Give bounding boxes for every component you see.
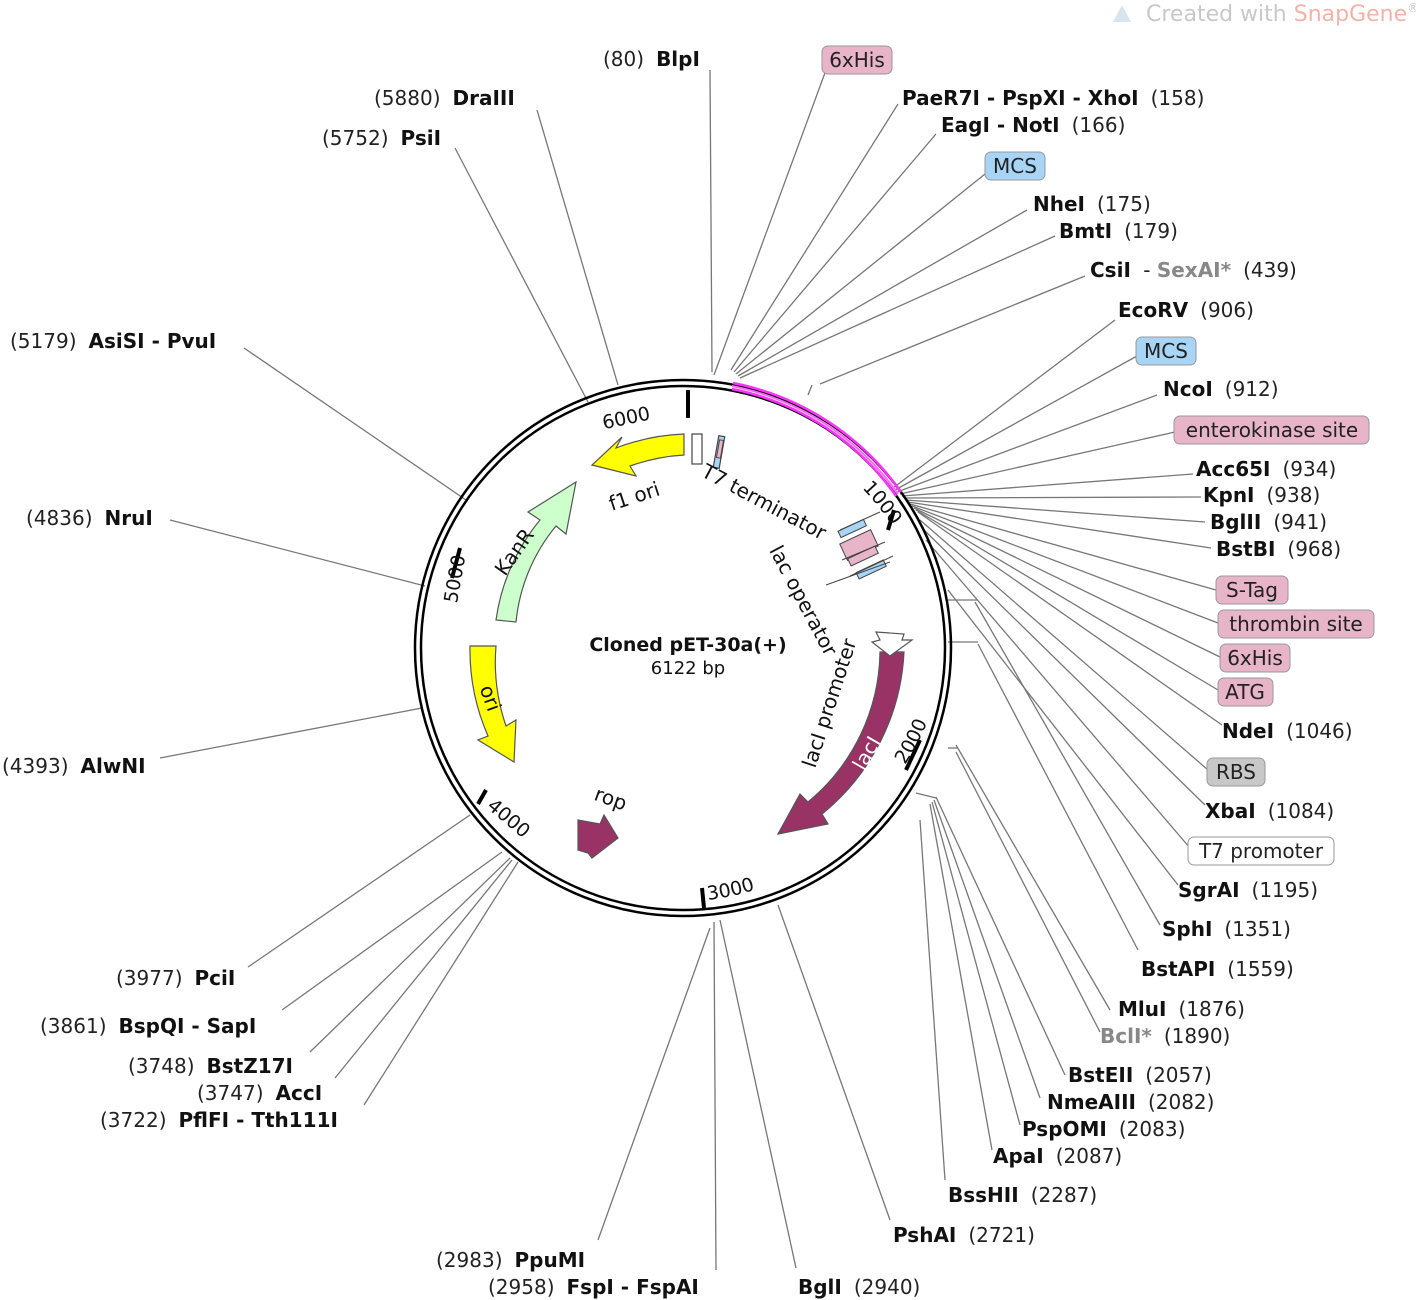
site-label[interactable]: PspOMI (2083): [1022, 1117, 1185, 1141]
box-6xhis-top[interactable]: 6xHis: [821, 45, 893, 75]
site-label[interactable]: (5179) AsiSI - PvuI: [10, 329, 216, 353]
t7-terminator-mark: [691, 433, 703, 465]
box-6xhis-right[interactable]: 6xHis: [1219, 643, 1291, 673]
site-label[interactable]: ApaI (2087): [993, 1144, 1122, 1168]
site-label[interactable]: (3747) AccI: [197, 1081, 322, 1105]
site-label[interactable]: (5752) PsiI: [322, 126, 441, 150]
site-label[interactable]: BstAPI (1559): [1141, 957, 1294, 981]
site-label[interactable]: (3748) BstZ17I: [128, 1054, 293, 1078]
site-label[interactable]: (80) BlpI: [603, 47, 700, 71]
site-label[interactable]: PshAI (2721): [893, 1223, 1035, 1247]
svg-text:Created with SnapGene®: Created with SnapGene®: [1146, 1, 1416, 27]
box-enterokinase[interactable]: enterokinase site: [1173, 415, 1370, 445]
site-label[interactable]: NcoI (912): [1163, 377, 1279, 401]
kanr-arrow: [495, 480, 577, 623]
svg-text:S-Tag: S-Tag: [1226, 578, 1278, 602]
site-label[interactable]: (3977) PciI: [116, 966, 235, 990]
site-label[interactable]: (3722) PflFI - Tth111I: [100, 1108, 338, 1132]
site-labels: (80) BlpI (5880) DraIII (5752) PsiI (5179) A…: [2, 47, 1353, 1299]
svg-text:MCS: MCS: [993, 154, 1037, 178]
site-label[interactable]: SgrAI (1195): [1178, 878, 1318, 902]
svg-text:ATG: ATG: [1225, 680, 1265, 704]
site-label[interactable]: EagI - NotI (166): [941, 113, 1125, 137]
site-label[interactable]: BstBI (968): [1216, 537, 1341, 561]
site-label[interactable]: XbaI (1084): [1205, 799, 1334, 823]
site-label[interactable]: BglII (941): [1210, 510, 1327, 534]
center-label: Cloned pET-30a(+) 6122 bp: [589, 634, 786, 679]
site-label[interactable]: NdeI (1046): [1222, 719, 1353, 743]
box-thrombin[interactable]: thrombin site: [1217, 609, 1375, 639]
snapgene-watermark: Created with SnapGene®: [1113, 1, 1416, 27]
tick-3000: 3000: [706, 873, 757, 905]
tick-1000: 1000: [858, 476, 906, 528]
mcs-cluster: [825, 511, 894, 586]
site-label[interactable]: MluI (1876): [1118, 997, 1245, 1021]
site-label[interactable]: CsiI - SexAI* (439): [1090, 258, 1297, 282]
site-label[interactable]: (3861) BspQI - SapI: [40, 1014, 256, 1038]
snapgene-logo-icon: [1113, 5, 1131, 22]
tick-5000: 5000: [440, 553, 470, 604]
site-label[interactable]: (2983) PpuMI: [436, 1248, 585, 1272]
svg-text:MCS: MCS: [1144, 339, 1188, 363]
box-atg[interactable]: ATG: [1217, 677, 1274, 707]
f1-ori-arrow: [590, 433, 685, 477]
site-label[interactable]: (4836) NruI: [26, 506, 153, 530]
site-label[interactable]: BglI (2940): [798, 1275, 920, 1299]
site-label[interactable]: SphI (1351): [1162, 917, 1291, 941]
his-tag-mark: [715, 439, 725, 459]
site-label[interactable]: PaeR7I - PspXI - XhoI (158): [902, 86, 1204, 110]
box-mcs-1[interactable]: MCS: [984, 151, 1046, 181]
plasmid-name: Cloned pET-30a(+): [589, 634, 786, 656]
laci-promoter-arrow: [870, 631, 914, 657]
f1-ori-label: f1 ori: [606, 477, 663, 516]
site-label[interactable]: BstEII (2057): [1068, 1063, 1212, 1087]
site-label[interactable]: EcoRV (906): [1118, 298, 1254, 322]
backbone: [413, 378, 953, 918]
site-label[interactable]: BssHII (2287): [948, 1183, 1097, 1207]
t7-terminator-label: T7 terminator: [697, 458, 831, 545]
svg-text:6xHis: 6xHis: [829, 48, 885, 72]
ori-arrow: [469, 645, 517, 764]
site-label[interactable]: KpnI (938): [1203, 483, 1320, 507]
rop-arrow: [577, 813, 619, 859]
box-mcs-2[interactable]: MCS: [1135, 336, 1197, 366]
plasmid-size: 6122 bp: [651, 658, 725, 679]
site-label[interactable]: BmtI (179): [1059, 219, 1178, 243]
site-label[interactable]: (4393) AlwNI: [2, 754, 146, 778]
leader-lines: [159, 69, 1223, 1271]
box-rbs[interactable]: RBS: [1206, 757, 1266, 787]
svg-text:enterokinase site: enterokinase site: [1186, 418, 1358, 442]
svg-text:T7 promoter: T7 promoter: [1198, 839, 1324, 863]
site-label[interactable]: Acc65I (934): [1196, 457, 1336, 481]
site-label[interactable]: NmeAIII (2082): [1047, 1090, 1214, 1114]
feature-boxes: 6xHis MCS MCS enterokinase site S-Tag th…: [821, 45, 1375, 866]
laci-arrow: [776, 651, 905, 835]
tick-marks: [450, 390, 922, 909]
rop-label: rop: [591, 782, 630, 816]
site-label[interactable]: (5880) DraIII: [374, 86, 515, 110]
tick-6000: 6000: [600, 403, 652, 435]
box-s-tag[interactable]: S-Tag: [1215, 575, 1289, 605]
box-t7-promoter[interactable]: T7 promoter: [1187, 836, 1335, 866]
svg-text:6xHis: 6xHis: [1227, 646, 1283, 670]
site-label[interactable]: BclI* (1890): [1100, 1024, 1230, 1048]
features: [469, 433, 914, 859]
site-label[interactable]: (2958) FspI - FspAI: [488, 1275, 699, 1299]
svg-text:thrombin site: thrombin site: [1229, 612, 1362, 636]
svg-text:RBS: RBS: [1216, 760, 1256, 784]
site-label[interactable]: NheI (175): [1033, 192, 1151, 216]
